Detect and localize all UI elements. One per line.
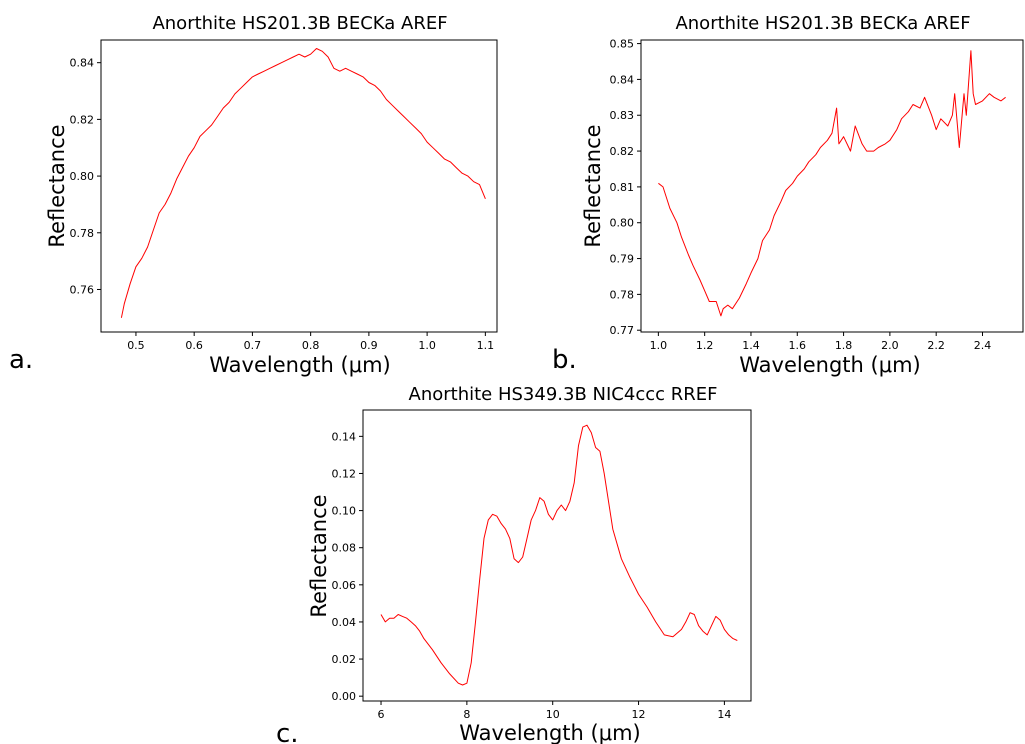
chart-b-plot-area: 1.0 1.2 1.4 1.6 1.8 2.0 2.2 2.4 0.77 0.78 0.79 0.8… [610,38,1024,352]
chart-a-y-ticks: 0.76 0.78 0.80 0.82 0.84 [70,57,101,296]
chart-a-x-tick-label: 0.6 [185,339,203,352]
chart-b-xlabel: Wavelength (μm) [739,353,920,377]
chart-a-x-tick-label: 1.1 [477,339,495,352]
panel-label-c: c. [276,719,299,744]
panel-label-b: b. [552,345,577,375]
chart-a-series-layer [120,48,486,318]
chart-a-plot-area: 0.5 0.6 0.7 0.8 0.9 1.0 1.1 0.760.780.800.820.… [70,39,498,352]
chart-c-series-line-0 [380,424,738,686]
chart-c-x-tick-label: 6 [378,708,385,721]
chart-b-title: Anorthite HS201.3B BECKa AREF [675,13,970,34]
chart-b-x-tick-label: 1.2 [696,339,714,352]
chart-c-plot-area: 6 8 10 12 14 0.00 0.02 0.04 0.06 0.08 0.10 0.12 0.1… [332,409,752,721]
chart-a-x-tick-label: 0.7 [244,339,262,352]
chart-b-y-tick-label: 0.80 [610,217,635,230]
chart-a-y-tick-label: 0.76 [70,283,95,296]
chart-a-x-tick-label: 0.5 [127,339,145,352]
chart-c-title: Anorthite HS349.3B NIC4ccc RREF [409,384,718,405]
chart-a-x-tick-label: 1.0 [418,339,436,352]
chart-b-ylabel: Reflectance [581,124,605,247]
chart-b-y-tick-label: 0.82 [610,145,635,158]
chart-c-y-ticks: 0.00 0.02 0.04 0.06 0.08 0.10 0.12 0.14 [332,430,363,703]
chart-a: Anorthite HS201.3B BECKa AREF 0.5 0.6 0.7 0… [45,13,498,377]
chart-b-frame [640,39,1024,333]
chart-b-y-tick-label: 0.78 [610,288,635,301]
chart-b-x-tick-label: 1.4 [742,339,760,352]
chart-c-y-tick-label: 0.12 [332,467,357,480]
chart-a-y-tick-label: 0.84 [70,57,95,70]
chart-a-title: Anorthite HS201.3B BECKa AREF [152,13,447,34]
chart-c-y-tick-label: 0.02 [332,653,357,666]
chart-a-series-line-0 [120,48,486,318]
chart-a-y-tick-label: 0.82 [70,113,95,126]
chart-a-ylabel: Reflectance [45,124,69,247]
chart-c-frame [362,409,752,702]
chart-a-xlabel: Wavelength (μm) [209,353,390,377]
chart-b-y-tick-label: 0.83 [610,109,635,122]
chart-c-x-tick-label: 12 [632,708,646,721]
chart-c: Anorthite HS349.3B NIC4ccc RREF 6 8 10 12 14… [307,384,752,744]
chart-b-series-line-0 [658,50,1006,317]
chart-b: Anorthite HS201.3B BECKa AREF 1.0 1.2 1.4 1… [581,13,1024,377]
chart-a-frame [100,39,498,333]
chart-a-y-tick-label: 0.80 [70,170,95,183]
chart-c-x-tick-label: 14 [717,708,731,721]
chart-c-y-tick-label: 0.08 [332,542,357,555]
chart-b-x-tick-label: 1.0 [650,339,668,352]
chart-a-y-tick-label: 0.78 [70,227,95,240]
chart-b-y-tick-label: 0.85 [610,38,635,51]
chart-b-series-layer [658,50,1006,317]
chart-c-y-tick-label: 0.06 [332,579,357,592]
chart-b-y-tick-label: 0.79 [610,253,635,266]
chart-c-x-ticks: 6 8 10 12 14 [378,701,731,721]
chart-b-y-tick-label: 0.77 [610,324,635,337]
chart-c-y-tick-label: 0.00 [332,690,357,703]
chart-b-y-tick-label: 0.81 [610,181,635,194]
chart-a-x-tick-label: 0.9 [360,339,378,352]
chart-b-y-ticks: 0.77 0.78 0.79 0.80 0.81 0.82 0.83 0.84 0.85 [610,38,641,337]
chart-b-x-tick-label: 2.2 [927,339,945,352]
chart-c-x-tick-label: 10 [546,708,560,721]
chart-c-y-tick-label: 0.04 [332,616,357,629]
chart-c-y-tick-label: 0.14 [332,430,357,443]
panel-label-a: a. [9,345,33,375]
chart-b-x-tick-label: 2.0 [881,339,899,352]
chart-c-x-tick-label: 8 [463,708,470,721]
chart-b-x-tick-label: 2.4 [974,339,992,352]
chart-c-y-tick-label: 0.10 [332,505,357,518]
chart-c-series-layer [380,424,738,686]
chart-b-x-ticks: 1.0 1.2 1.4 1.6 1.8 2.0 2.2 2.4 [650,332,992,352]
chart-b-x-tick-label: 1.6 [789,339,807,352]
chart-b-x-tick-label: 1.8 [835,339,853,352]
chart-a-x-ticks: 0.5 0.6 0.7 0.8 0.9 1.0 1.1 [127,332,494,352]
chart-b-y-tick-label: 0.84 [610,73,635,86]
chart-a-x-tick-label: 0.8 [302,339,320,352]
chart-c-ylabel: Reflectance [307,494,331,617]
chart-c-xlabel: Wavelength (μm) [459,721,640,744]
